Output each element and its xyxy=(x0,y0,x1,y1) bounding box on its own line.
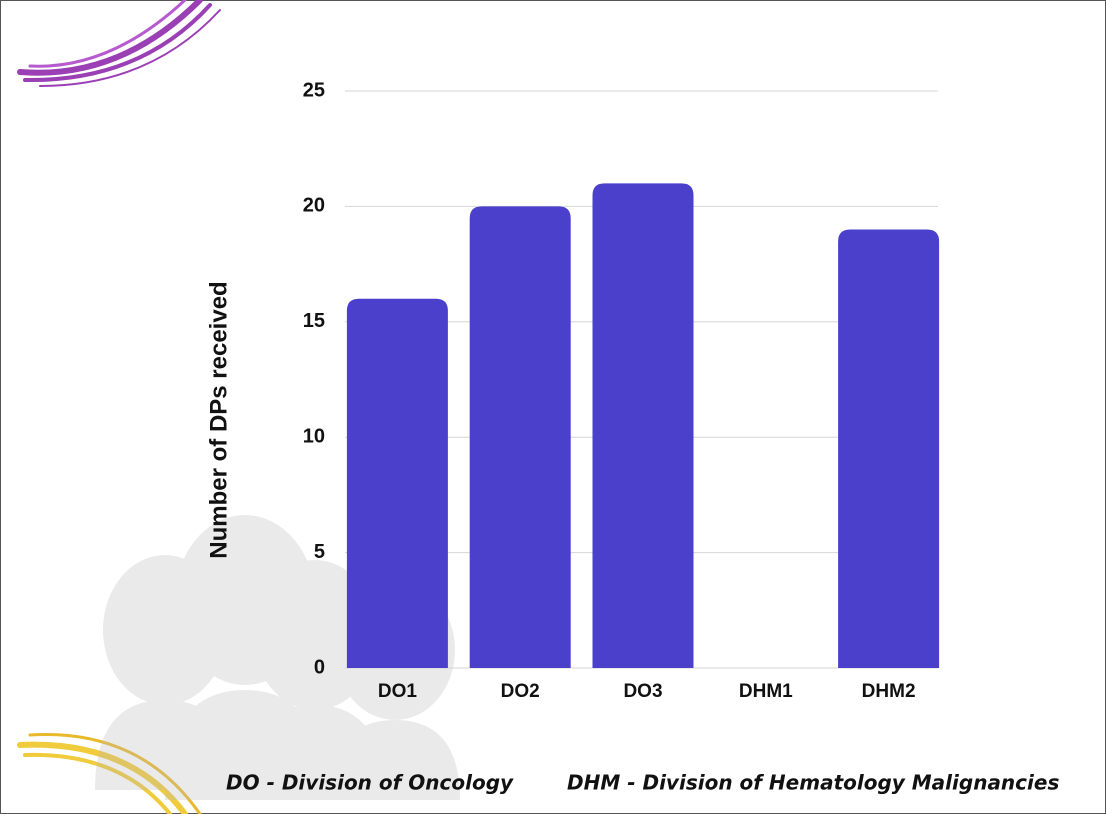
x-tick-label: DHM2 xyxy=(862,681,916,702)
bar xyxy=(346,298,448,668)
y-tick-label: 20 xyxy=(303,195,325,217)
bar xyxy=(838,229,940,669)
y-axis-label: Number of DPs received xyxy=(205,281,232,558)
y-tick-label: 15 xyxy=(303,310,325,332)
y-tick-label: 5 xyxy=(314,541,325,563)
bar xyxy=(469,206,571,668)
x-tick-label: DHM1 xyxy=(739,681,793,702)
bar xyxy=(592,183,694,668)
y-tick-label: 25 xyxy=(303,79,325,101)
x-tick-label: DO1 xyxy=(378,681,418,702)
decor-purple xyxy=(17,0,221,87)
footnote: DO - Division of Oncology xyxy=(226,771,514,795)
footnote: DHM - Division of Hematology Malignancie… xyxy=(567,771,1059,795)
x-tick-label: DO3 xyxy=(623,681,662,702)
decor-yellow xyxy=(17,732,202,814)
y-tick-label: 10 xyxy=(303,425,325,447)
y-tick-label: 0 xyxy=(314,656,325,678)
x-tick-label: DO2 xyxy=(501,681,540,702)
